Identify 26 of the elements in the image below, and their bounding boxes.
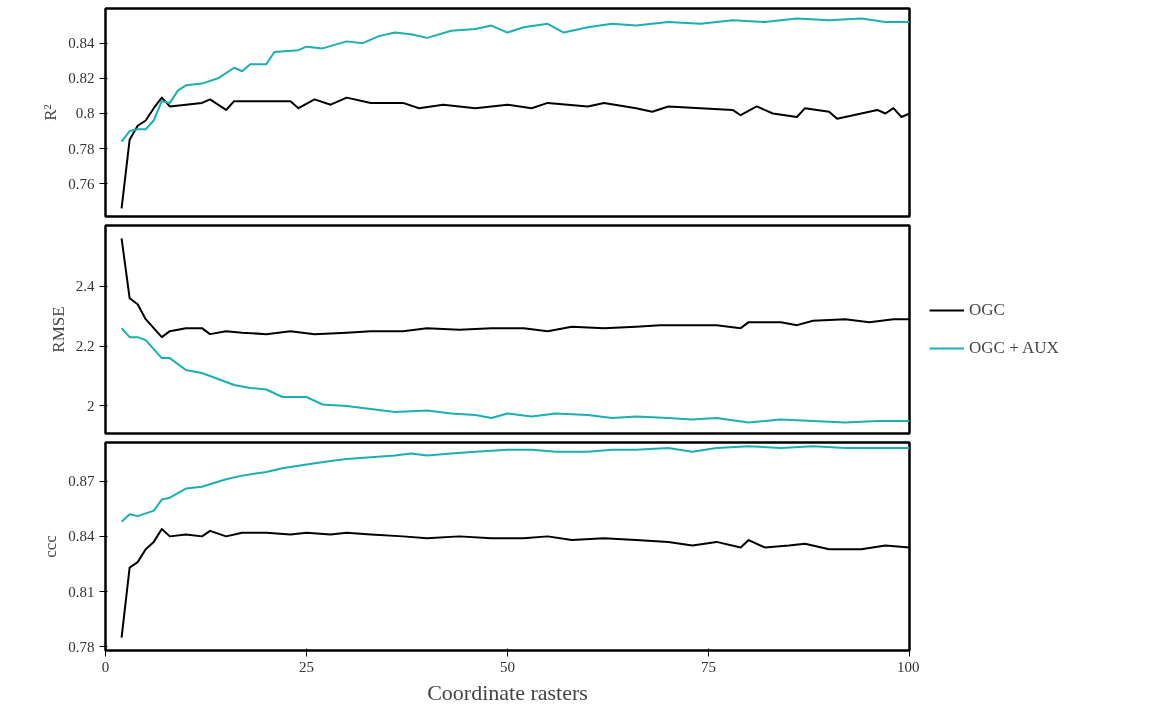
y-tick-label: 0.81: [68, 583, 95, 600]
x-tick-label: 75: [701, 658, 716, 675]
y-axis-title: ccc: [41, 534, 61, 558]
y-tick-label: 0.87: [68, 473, 95, 490]
y-axis-title: R²: [41, 104, 61, 121]
x-tick-label: 25: [299, 658, 314, 675]
x-tick-label: 100: [897, 658, 920, 675]
x-tick-label: 50: [500, 658, 515, 675]
y-tick-label: 2.4: [75, 278, 95, 295]
y-tick-label: 0.82: [68, 70, 95, 87]
y-tick-label: 0.78: [68, 140, 95, 157]
y-axis-title: RMSE: [48, 306, 68, 353]
line-series: [120, 445, 910, 523]
legend-label: OGC + AUX: [969, 338, 1059, 358]
x-tick-label: 0: [101, 658, 110, 675]
x-axis-title: Coordinate rasters: [427, 679, 588, 705]
y-tick-label: 2.2: [75, 338, 95, 355]
legend-label: OGC: [969, 300, 1005, 320]
y-tick-label: 0.84: [68, 35, 95, 52]
line-series: [120, 327, 910, 424]
y-tick-label: 0.84: [68, 528, 95, 545]
line-series: [120, 17, 910, 143]
y-tick-label: 0.78: [68, 638, 95, 655]
y-tick-label: 0.76: [68, 175, 95, 192]
y-tick-label: 0.8: [75, 105, 95, 122]
y-tick-label: 2: [87, 397, 95, 414]
